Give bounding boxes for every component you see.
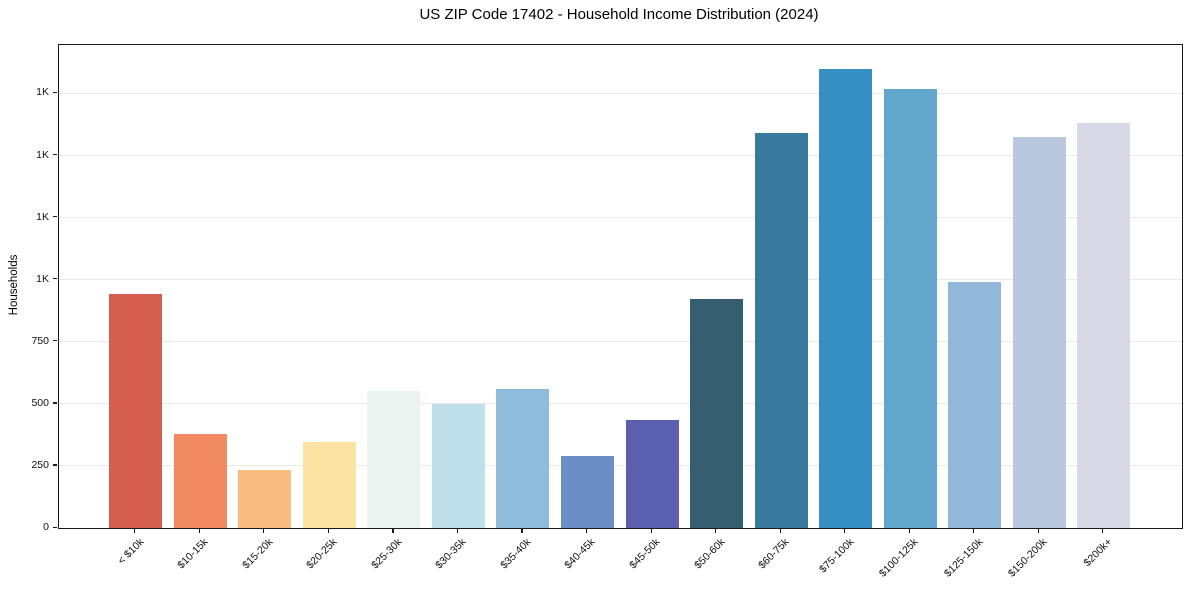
y-tick-label: 750 [31, 334, 49, 347]
bar-10-15k [173, 433, 227, 528]
x-tick-mark [1102, 528, 1104, 533]
x-tick-mark [134, 528, 136, 533]
x-tick-mark [844, 528, 846, 533]
y-gridline [58, 279, 1182, 281]
x-tick-mark [715, 528, 717, 533]
bar-15-20k [238, 470, 292, 528]
y-tick-mark [53, 154, 57, 156]
y-tick-label: 1K [36, 210, 49, 223]
x-tick-mark [456, 528, 459, 533]
bar-100-125k [883, 89, 937, 528]
x-tick-mark [908, 528, 910, 533]
bar-75-100k [819, 68, 873, 528]
x-tick-mark [650, 528, 652, 533]
y-tick-mark [53, 91, 57, 94]
x-tick-label: < $10k [115, 536, 147, 567]
x-tick-mark [392, 528, 394, 533]
x-tick-mark [1037, 528, 1039, 533]
x-tick-mark [198, 528, 200, 533]
bar-30-35k [431, 404, 485, 528]
y-gridline [58, 341, 1182, 343]
bar-60-75k [754, 133, 808, 528]
y-tick-mark [53, 526, 57, 528]
bar-50-60k [690, 299, 744, 528]
y-tick-mark [53, 340, 57, 342]
bar-200k [1077, 123, 1131, 528]
x-tick-mark [585, 528, 588, 533]
bar-40-45k [560, 456, 614, 528]
x-tick-mark [263, 528, 265, 533]
y-tick-label: 1K [36, 86, 49, 99]
y-tick-mark [53, 402, 57, 404]
y-tick-mark [53, 216, 57, 218]
bar-25-30k [367, 391, 421, 528]
y-tick-label: 1K [36, 272, 49, 285]
bar-45-50k [625, 420, 679, 528]
bar-20-25k [302, 441, 356, 528]
x-tick-mark [327, 528, 329, 533]
y-tick-label: 500 [31, 396, 49, 409]
y-tick-mark [53, 464, 57, 466]
y-gridline [58, 155, 1182, 156]
bar-125-150k [948, 281, 1002, 528]
x-tick-mark [521, 528, 523, 533]
y-gridline [58, 403, 1182, 405]
bar-35-40k [496, 388, 550, 528]
y-tick-label: 0 [43, 521, 49, 533]
chart-title: US ZIP Code 17402 - Household Income Dis… [419, 6, 819, 23]
plot-area [57, 44, 1183, 529]
y-tick-label: 250 [31, 458, 49, 471]
bar-10k [109, 293, 163, 528]
bar-150-200k [1012, 136, 1066, 528]
y-gridline [58, 465, 1182, 467]
y-tick-label: 1K [36, 148, 49, 161]
x-tick-mark [973, 528, 975, 533]
y-gridline [58, 217, 1182, 219]
y-gridline [58, 92, 1182, 94]
y-tick-mark [53, 278, 57, 280]
x-tick-mark [779, 528, 781, 533]
